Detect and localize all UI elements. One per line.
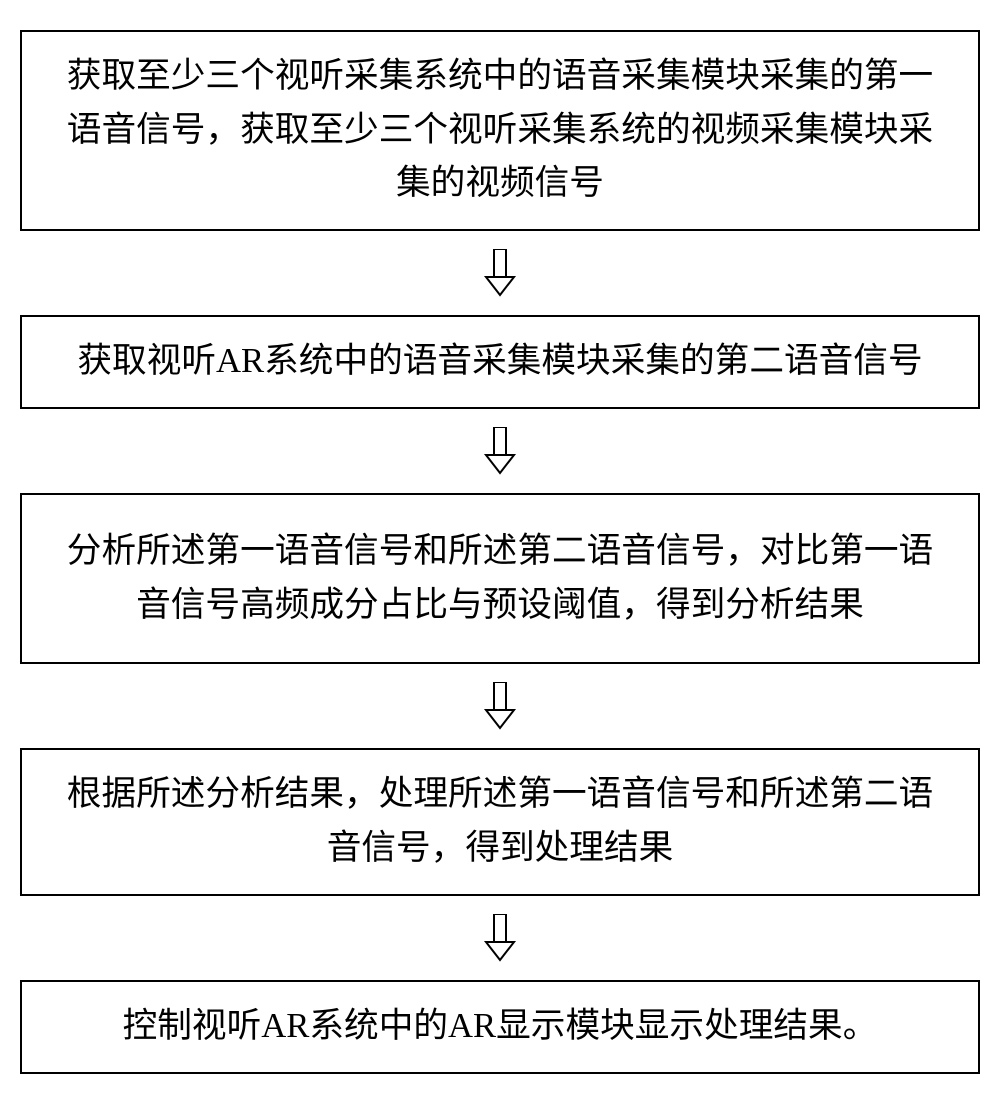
step-box-4: 根据所述分析结果，处理所述第一语音信号和所述第二语音信号，得到处理结果 bbox=[20, 748, 980, 895]
step-box-5: 控制视听AR系统中的AR显示模块显示处理结果。 bbox=[20, 980, 980, 1074]
arrow-1 bbox=[482, 249, 518, 297]
arrow-3 bbox=[482, 682, 518, 730]
step-box-1: 获取至少三个视听采集系统中的语音采集模块采集的第一语音信号，获取至少三个视听采集… bbox=[20, 30, 980, 231]
flowchart-container: 获取至少三个视听采集系统中的语音采集模块采集的第一语音信号，获取至少三个视听采集… bbox=[20, 30, 980, 1074]
step-text: 获取视听AR系统中的语音采集模块采集的第二语音信号 bbox=[77, 342, 922, 380]
step-text: 分析所述第一语音信号和所述第二语音信号，对比第一语音信号高频成分占比与预设阈值，… bbox=[67, 532, 933, 624]
step-box-3: 分析所述第一语音信号和所述第二语音信号，对比第一语音信号高频成分占比与预设阈值，… bbox=[20, 493, 980, 664]
step-text: 控制视听AR系统中的AR显示模块显示处理结果。 bbox=[123, 1007, 878, 1045]
step-box-2: 获取视听AR系统中的语音采集模块采集的第二语音信号 bbox=[20, 315, 980, 409]
step-text: 根据所述分析结果，处理所述第一语音信号和所述第二语音信号，得到处理结果 bbox=[67, 775, 933, 867]
arrow-4 bbox=[482, 914, 518, 962]
arrow-2 bbox=[482, 427, 518, 475]
step-text: 获取至少三个视听采集系统中的语音采集模块采集的第一语音信号，获取至少三个视听采集… bbox=[67, 57, 933, 202]
